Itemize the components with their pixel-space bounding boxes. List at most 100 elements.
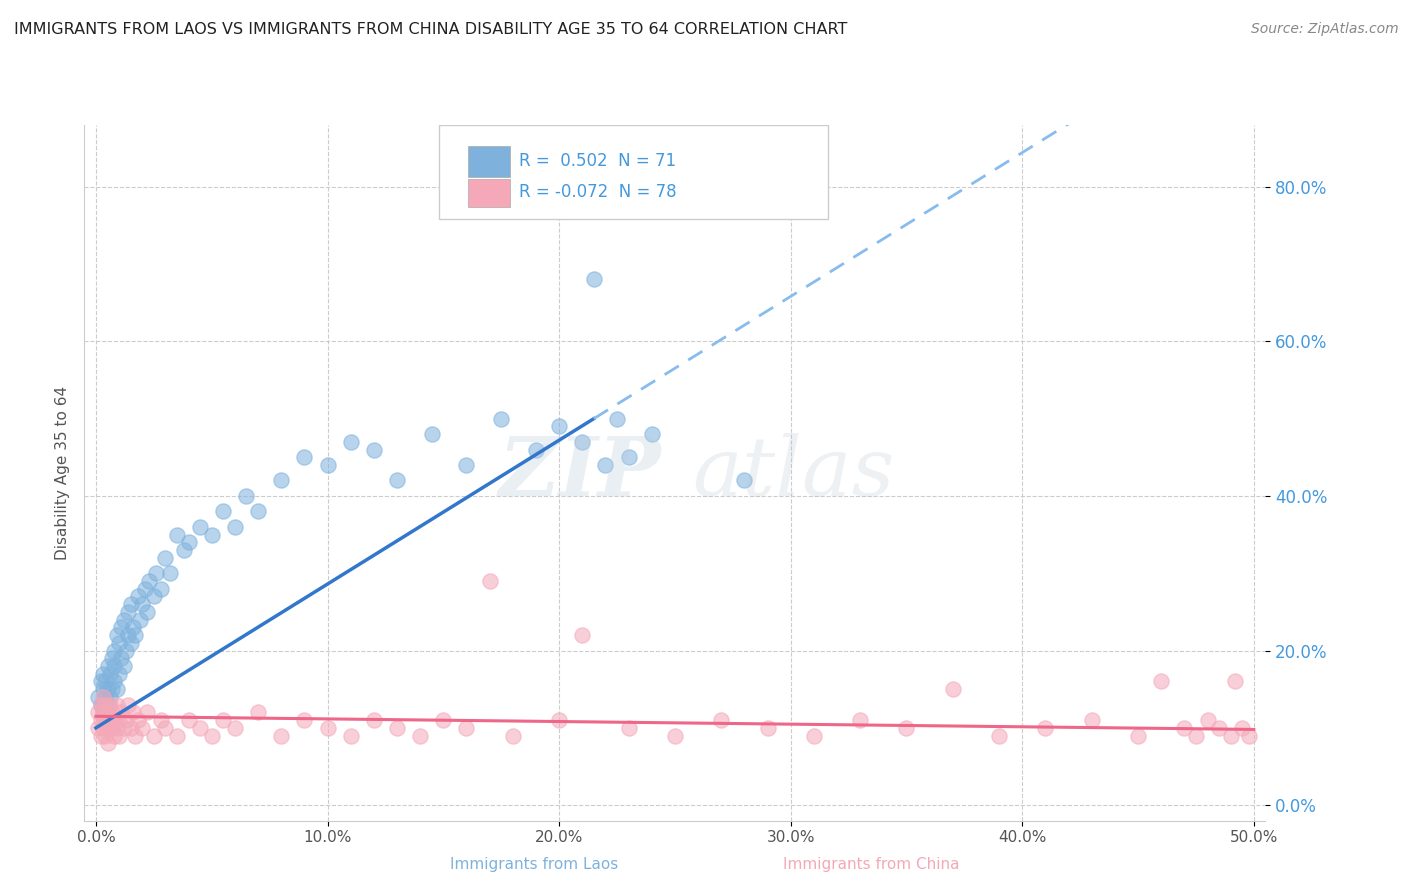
Point — [129, 613, 152, 627]
Point — [124, 628, 146, 642]
Point — [409, 729, 432, 743]
Text: atlas: atlas — [692, 433, 894, 513]
Point — [385, 721, 408, 735]
Point — [91, 706, 114, 720]
Point — [135, 706, 157, 720]
Text: R = -0.072  N = 78: R = -0.072 N = 78 — [519, 184, 676, 202]
Point — [112, 721, 135, 735]
Point — [1080, 713, 1102, 727]
Text: R =  0.502  N = 71: R = 0.502 N = 71 — [519, 152, 676, 170]
Point — [108, 666, 131, 681]
Point — [103, 674, 125, 689]
Point — [224, 721, 246, 735]
Text: ZIP: ZIP — [499, 433, 662, 513]
Point — [105, 721, 128, 735]
Point — [173, 543, 195, 558]
Point — [94, 713, 117, 727]
Point — [582, 272, 605, 286]
Point — [127, 713, 149, 727]
Point — [292, 450, 315, 465]
Point — [456, 458, 478, 472]
Point — [103, 729, 125, 743]
Point — [988, 729, 1011, 743]
Point — [115, 713, 138, 727]
Point — [270, 474, 292, 488]
Point — [524, 442, 547, 457]
Point — [96, 659, 118, 673]
Point — [98, 698, 121, 712]
Point — [98, 713, 121, 727]
Point — [166, 527, 188, 541]
Point — [1225, 674, 1247, 689]
Point — [247, 706, 270, 720]
Point — [571, 434, 593, 449]
Point — [108, 636, 131, 650]
Point — [122, 706, 145, 720]
Point — [212, 713, 235, 727]
Point — [96, 721, 118, 735]
Point — [127, 590, 149, 604]
Point — [617, 450, 640, 465]
Point — [159, 566, 181, 581]
Point — [617, 721, 640, 735]
Point — [145, 566, 167, 581]
Point — [188, 520, 211, 534]
Point — [142, 590, 165, 604]
Point — [101, 682, 124, 697]
Point — [803, 729, 825, 743]
Point — [571, 628, 593, 642]
Text: Immigrants from Laos: Immigrants from Laos — [450, 857, 619, 872]
Point — [91, 666, 114, 681]
Point — [122, 620, 145, 634]
Point — [188, 721, 211, 735]
Text: Immigrants from China: Immigrants from China — [783, 857, 960, 872]
Point — [155, 721, 177, 735]
Point — [201, 527, 224, 541]
Point — [548, 713, 571, 727]
Point — [110, 706, 132, 720]
Point — [149, 713, 172, 727]
Point — [1197, 713, 1219, 727]
Point — [710, 713, 733, 727]
Point — [96, 706, 118, 720]
Text: IMMIGRANTS FROM LAOS VS IMMIGRANTS FROM CHINA DISABILITY AGE 35 TO 64 CORRELATIO: IMMIGRANTS FROM LAOS VS IMMIGRANTS FROM … — [14, 22, 848, 37]
Point — [115, 643, 138, 657]
Point — [1126, 729, 1149, 743]
Point — [1173, 721, 1195, 735]
Point — [90, 729, 112, 743]
Point — [120, 597, 142, 611]
FancyBboxPatch shape — [439, 125, 828, 219]
Point — [177, 535, 200, 549]
Point — [96, 682, 118, 697]
Point — [101, 721, 124, 735]
Point — [756, 721, 779, 735]
Point — [120, 721, 142, 735]
Point — [94, 698, 117, 712]
Point — [87, 690, 110, 704]
FancyBboxPatch shape — [468, 145, 509, 177]
Point — [131, 597, 153, 611]
Point — [385, 474, 408, 488]
Point — [489, 411, 512, 425]
Point — [177, 713, 200, 727]
Point — [91, 706, 114, 720]
Point — [548, 419, 571, 434]
Point — [91, 721, 114, 735]
Point — [90, 713, 112, 727]
Point — [1237, 729, 1260, 743]
Point — [108, 713, 131, 727]
Point — [101, 706, 124, 720]
Point — [1208, 721, 1230, 735]
Point — [87, 721, 110, 735]
FancyBboxPatch shape — [468, 179, 509, 207]
Point — [432, 713, 454, 727]
Point — [117, 698, 139, 712]
Point — [87, 706, 110, 720]
Point — [98, 666, 121, 681]
Point — [108, 729, 131, 743]
Point — [149, 582, 172, 596]
Point — [120, 636, 142, 650]
Point — [942, 682, 965, 697]
Point — [1035, 721, 1057, 735]
Point — [101, 651, 124, 665]
